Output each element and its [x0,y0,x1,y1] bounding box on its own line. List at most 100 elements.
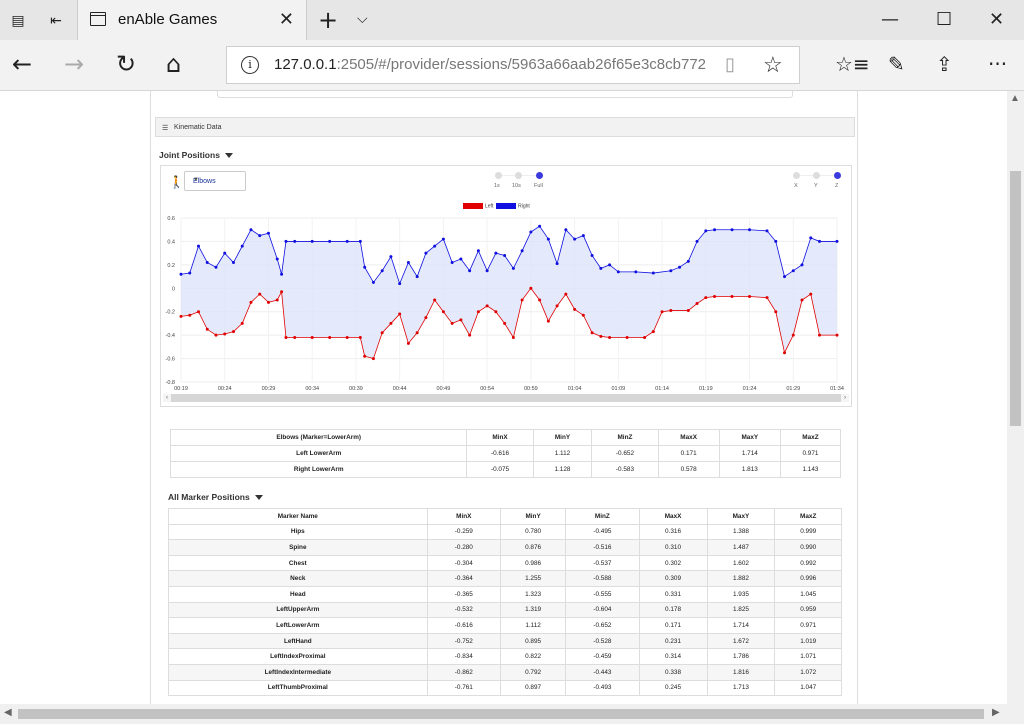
axis-x-label: X [794,183,798,189]
data-point-left [599,334,603,338]
legend-right-label: Right [518,203,530,210]
range-10s-option[interactable] [515,172,522,179]
minimize-icon[interactable]: — [881,9,899,30]
legend-left-label: Left [485,203,494,210]
all-markers-toggle[interactable]: All Marker Positions [168,492,263,502]
x-tick-label: 00:29 [262,386,276,392]
chart-scrollbar[interactable]: ‹ › [163,394,849,402]
data-point-right [809,236,813,240]
joint-positions-title: Joint Positions [159,150,220,160]
value-cell: -0.616 [466,445,534,462]
data-point-left [380,331,384,335]
joint-chart-panel: 🚶 Elbows ▼ 1s 10s Full X Y [160,165,852,407]
table-row: Spine -0.280 0.876 -0.516 0.310 1.487 0.990 [168,539,842,556]
marker-header-5: MaxY [706,508,776,525]
reading-view-icon[interactable]: ▯ [725,54,735,74]
value-cell: -0.365 [426,585,501,603]
x-tick-label: 01:34 [830,386,844,392]
range-selector[interactable]: 1s 10s Full [491,170,551,196]
axis-x-option[interactable] [793,172,800,179]
joint-positions-toggle[interactable]: Joint Positions [159,150,233,160]
data-point-left [485,304,489,308]
scroll-up-icon[interactable]: ▲ [1010,93,1020,104]
info-icon[interactable]: i [241,56,259,74]
data-point-left [695,302,699,306]
row-name-cell: Left LowerArm [169,445,468,462]
joint-position-chart[interactable]: 0.6 0.4 0.2 0 -0.2 -0.4 -0.6 -0.800:19 00:24 00:2… [161,212,851,392]
value-cell: 0.897 [499,679,567,697]
chart-scroll-left-icon[interactable]: ‹ [163,394,171,402]
close-tab-icon[interactable]: ✕ [278,9,294,29]
tab-manager-icon[interactable]: ▤ [11,12,25,28]
data-point-left [704,296,708,300]
share-icon[interactable]: ⇪ [936,52,953,76]
axis-z-option[interactable] [834,172,841,179]
axis-y-option[interactable] [813,172,820,179]
value-cell: 0.245 [638,679,708,697]
favorites-list-icon[interactable]: ☆≡ [835,52,870,76]
more-icon[interactable]: ··· [988,52,1008,76]
address-toolbar: ← → ↻ ⌂ i 127.0.0.1:2505/#/provider/sess… [0,40,1024,91]
data-point-left [783,351,787,355]
address-bar[interactable]: i 127.0.0.1:2505/#/provider/sessions/596… [226,46,800,84]
value-cell: 1.255 [499,570,567,587]
range-1s-option[interactable] [495,172,502,179]
data-point-right [713,228,717,232]
data-point-right [695,239,699,243]
data-point-left [280,290,284,294]
vertical-scrollbar[interactable]: ▲ [1007,91,1024,704]
value-cell: 0.231 [638,632,708,650]
data-point-right [678,265,682,269]
forward-icon[interactable]: → [64,50,85,78]
data-point-left [625,335,629,339]
data-point-left [415,331,419,335]
new-tab-icon[interactable]: + [318,6,339,34]
scroll-left-icon[interactable]: ◀ [4,707,12,718]
joint-select[interactable]: Elbows ▼ [184,171,246,191]
browser-tab[interactable]: enAble Games ✕ [77,0,307,40]
chart-scroll-right-icon[interactable]: › [841,394,849,402]
y-tick-label: -0.8 [166,380,175,386]
pen-icon[interactable]: ✎ [888,52,905,76]
axis-selector[interactable]: X Y Z [789,170,849,196]
data-point-right [179,272,183,276]
data-point-left [214,333,218,337]
data-point-left [503,321,507,325]
favorite-star-icon[interactable]: ☆ [763,52,783,77]
set-aside-tabs-icon[interactable]: ⇤ [50,12,62,28]
value-cell: -0.259 [426,523,501,541]
refresh-icon[interactable]: ↻ [116,50,137,78]
data-point-right [398,282,402,286]
data-point-left [205,327,209,331]
chart-legend[interactable]: Left Right [463,203,530,209]
marker-header-3: MinZ [565,508,640,525]
value-cell: -0.752 [426,632,501,650]
horizontal-scrollbar[interactable]: ◀ ▶ [0,704,1024,724]
home-icon[interactable]: ⌂ [166,50,182,78]
data-point-left [608,335,612,339]
data-point-right [546,237,550,241]
data-point-right [704,229,708,233]
value-cell: -0.443 [565,663,640,681]
data-point-left [398,312,402,316]
scroll-right-icon[interactable]: ▶ [992,707,1000,718]
value-cell: 1.672 [706,632,776,650]
axis-z-label: Z [835,183,839,189]
range-full-label: Full [534,183,543,189]
data-point-left [231,330,235,334]
back-icon[interactable]: ← [12,50,33,78]
data-point-right [503,253,507,257]
horizontal-scroll-thumb[interactable] [18,709,984,719]
chevron-down-icon[interactable]: ⌵ [357,10,368,26]
maximize-icon[interactable]: ☐ [936,9,953,30]
range-full-option[interactable] [536,172,543,179]
close-window-icon[interactable]: ✕ [989,9,1005,30]
tab-title: enAble Games [118,11,218,28]
url-text[interactable]: 127.0.0.1:2505/#/provider/sessions/5963a… [274,56,707,73]
value-cell: -0.459 [565,648,640,665]
data-point-right [476,249,480,253]
data-point-left [713,294,717,298]
vertical-scroll-thumb[interactable] [1010,171,1021,426]
data-point-left [223,332,227,336]
data-point-left [371,357,375,361]
